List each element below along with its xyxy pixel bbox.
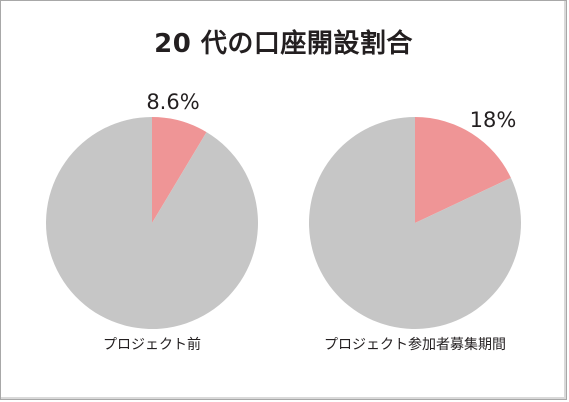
slice-value-label: 18% bbox=[470, 108, 517, 132]
chart-title: 20 代の口座開設割合 bbox=[154, 29, 413, 59]
pie-slice-rest bbox=[308, 117, 521, 329]
pie-caption: プロジェクト前 bbox=[103, 336, 201, 353]
pie-chart-recruitment: 18% プロジェクト参加者募集期間 bbox=[308, 108, 521, 353]
slice-value-label: 8.6% bbox=[146, 90, 199, 114]
pie-slice-highlight bbox=[415, 117, 511, 223]
pie-chart-before: 8.6% プロジェクト前 bbox=[46, 90, 259, 353]
pie-slice-rest bbox=[46, 117, 259, 329]
pie-caption: プロジェクト参加者募集期間 bbox=[324, 336, 506, 353]
pie-slice-highlight bbox=[152, 117, 207, 223]
